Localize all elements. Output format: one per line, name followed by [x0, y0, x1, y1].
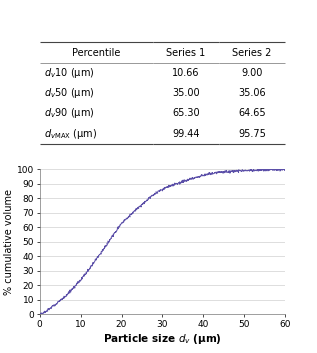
Y-axis label: % cumulative volume: % cumulative volume	[4, 189, 14, 295]
X-axis label: Particle size $d_v$ (μm): Particle size $d_v$ (μm)	[103, 331, 222, 346]
